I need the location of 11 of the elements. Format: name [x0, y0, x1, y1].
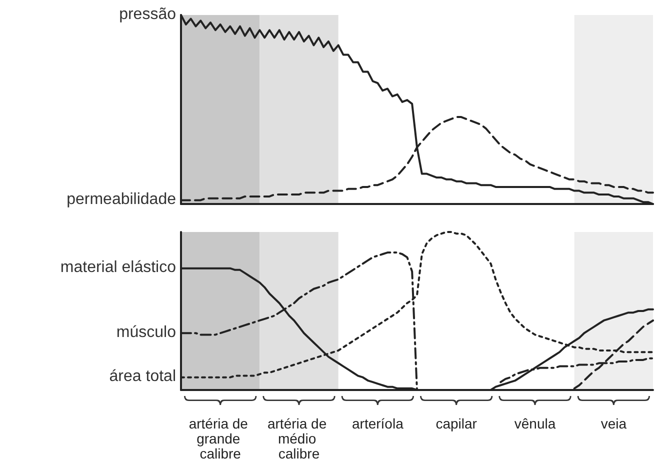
series-label: músculo [116, 324, 176, 342]
series-label: pressão [119, 6, 176, 24]
series-label: permeabilidade [66, 191, 176, 210]
x-tick-label: capilar [436, 416, 478, 432]
x-tick-label: arteríola [352, 416, 404, 432]
x-tick-label: artéria de grande calibre [188, 416, 252, 462]
x-tick-label: veia [600, 416, 627, 432]
series-label: área total [109, 368, 176, 386]
x-tick-label: artéria de médio calibre [267, 416, 331, 462]
series-label: material elástico [60, 259, 176, 278]
x-tick-label: vênula [514, 416, 556, 432]
